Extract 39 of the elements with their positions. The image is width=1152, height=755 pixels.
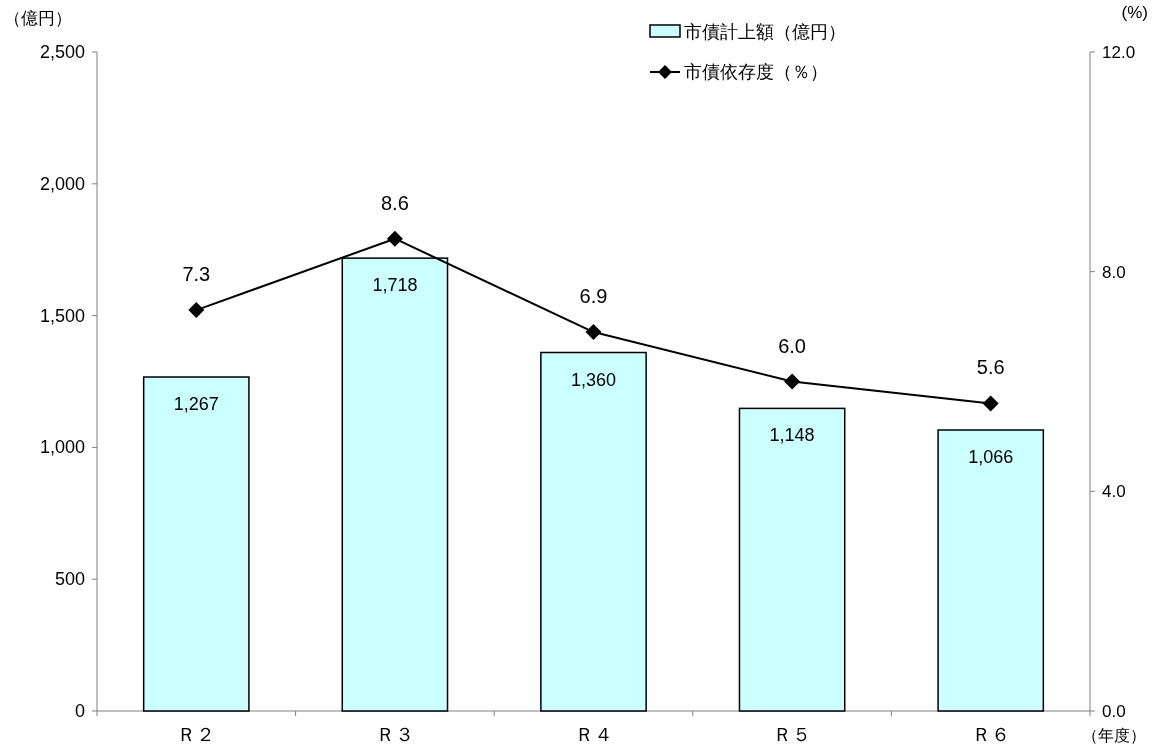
legend-label: 市債計上額（億円） — [684, 22, 846, 42]
y2-tick-label: 8.0 — [1102, 262, 1126, 282]
point — [188, 302, 205, 319]
data-label: 7.3 — [182, 263, 211, 286]
data-label: 1,360 — [570, 369, 617, 390]
bar — [937, 429, 1045, 712]
x-tick-label: Ｒ２ — [177, 724, 216, 745]
y-tick-label: 2,000 — [39, 173, 85, 194]
point — [585, 324, 602, 341]
point — [784, 373, 801, 390]
y-tick-label: 1,500 — [39, 305, 85, 326]
x-tick-label: Ｒ５ — [773, 724, 812, 745]
data-label: 5.6 — [976, 356, 1005, 379]
y2-tick-label: 12.0 — [1102, 43, 1136, 62]
data-label: 1,718 — [372, 275, 418, 296]
y2-tick-label: 0.0 — [1102, 702, 1126, 721]
y2-axis-title: (%) — [1121, 3, 1148, 22]
data-label: 1,148 — [769, 425, 815, 446]
legend-label: 市債依存度（％） — [684, 62, 828, 82]
data-label: 1,267 — [173, 394, 219, 415]
y-tick-label: 2,500 — [39, 42, 85, 62]
data-label: 6.0 — [778, 334, 807, 357]
point — [982, 395, 999, 412]
point — [386, 230, 403, 247]
data-label: 6.9 — [579, 285, 608, 308]
y2-tick-label: 4.0 — [1102, 482, 1126, 502]
y-tick-label: 500 — [54, 569, 85, 590]
y-tick-label: 1,000 — [39, 437, 85, 458]
data-label: 1,066 — [968, 447, 1014, 467]
x-tick-label: Ｒ４ — [574, 724, 613, 745]
x-tick-label: Ｒ６ — [971, 724, 1010, 745]
bar — [142, 376, 250, 712]
x-tick-label: Ｒ３ — [375, 724, 414, 745]
y-axis-title: （億円） — [4, 9, 72, 28]
bar — [540, 351, 647, 712]
bar — [738, 407, 846, 712]
data-label: 8.6 — [380, 191, 409, 214]
y-tick-label: 0 — [74, 701, 85, 721]
x-axis-title: （年度） — [1082, 727, 1146, 744]
